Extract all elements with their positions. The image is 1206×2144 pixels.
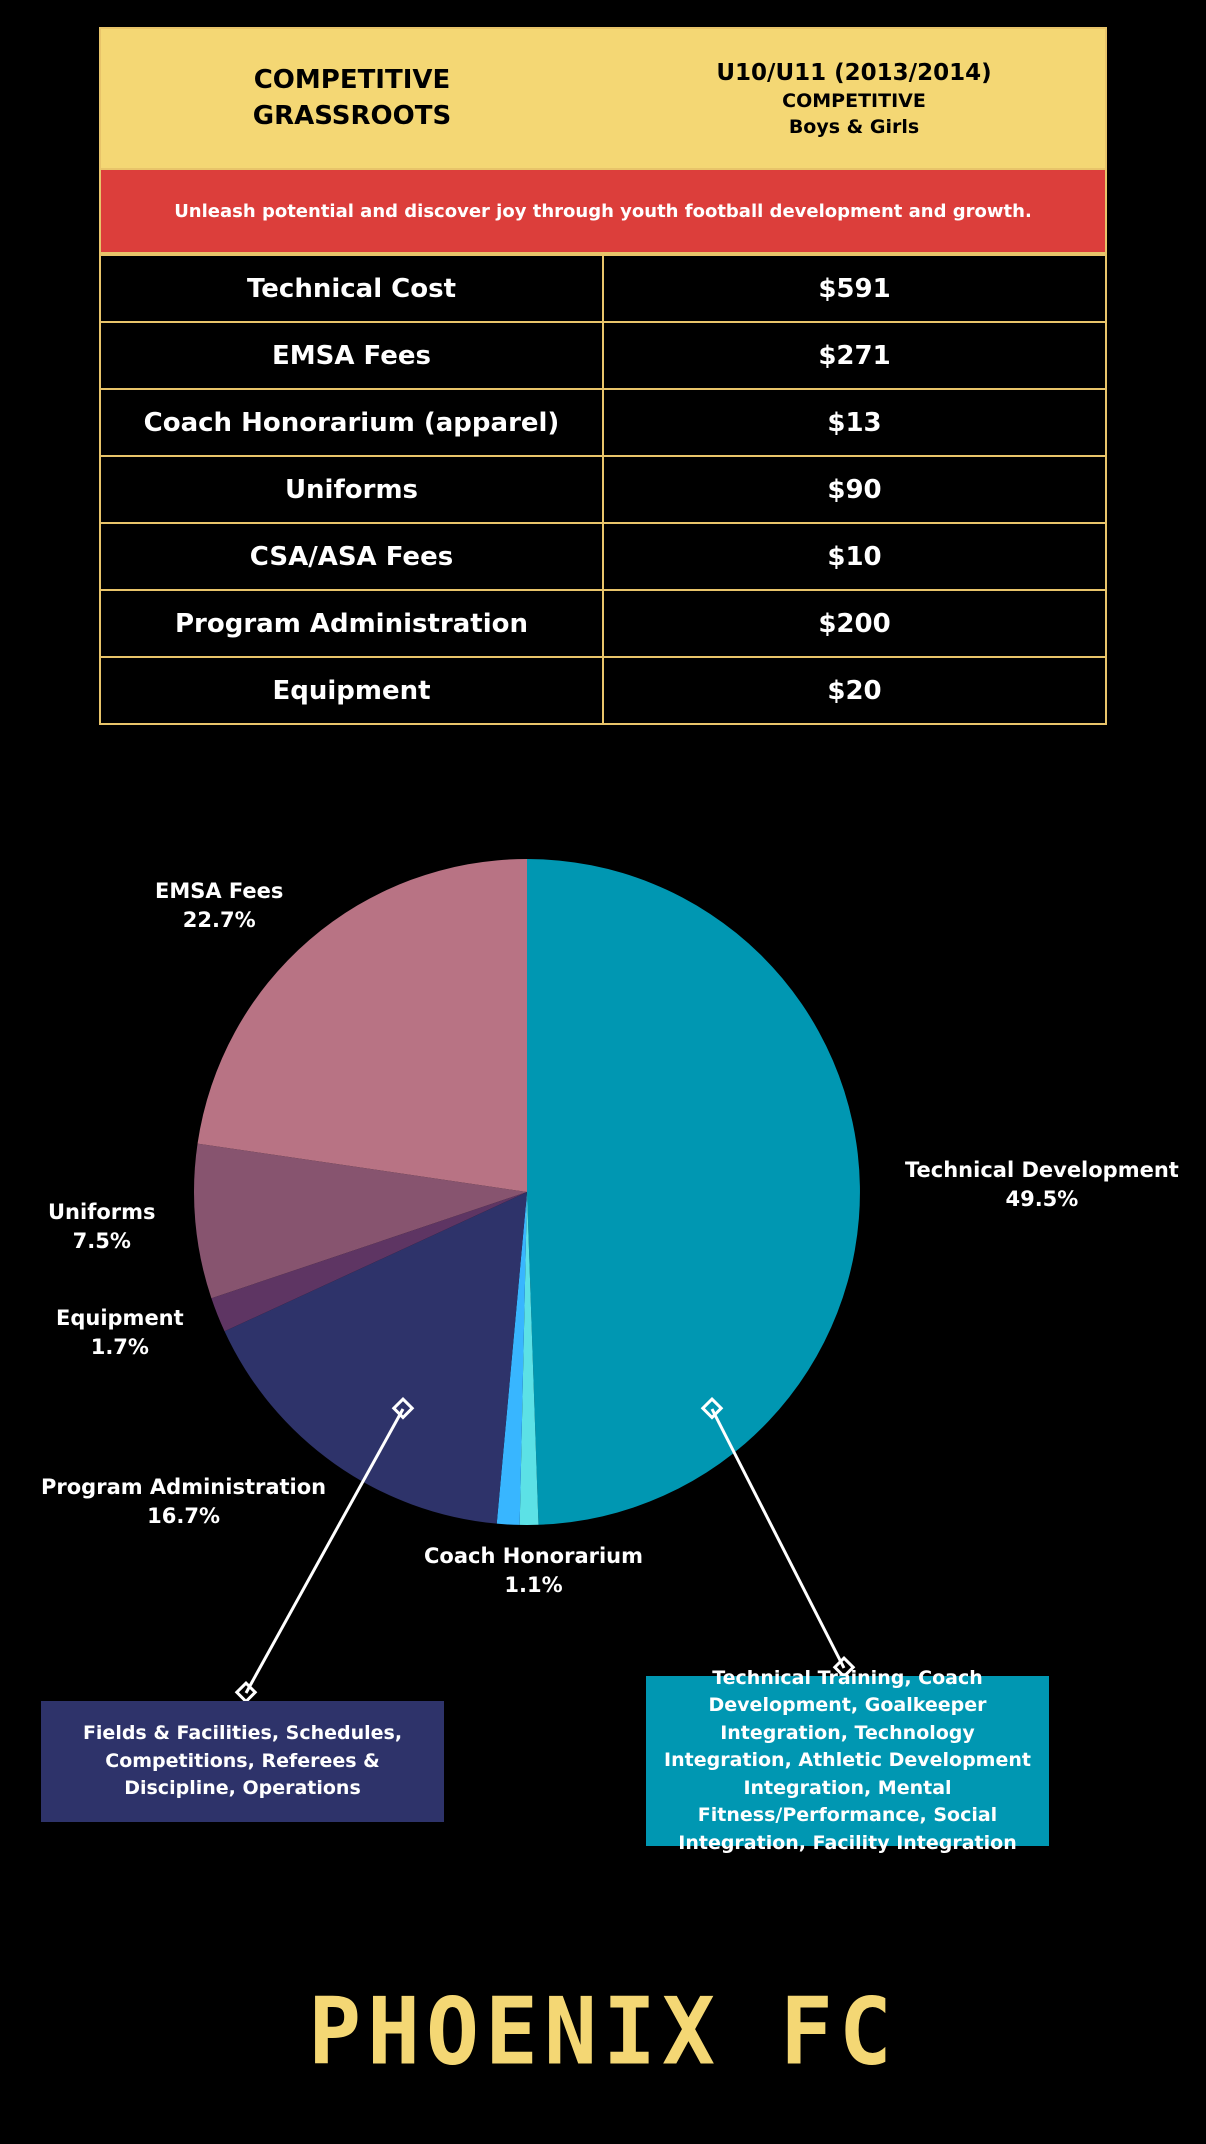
pie-slice-3 bbox=[224, 1192, 527, 1524]
table-row: Equipment $20 bbox=[99, 656, 1107, 725]
slice-name: Uniforms bbox=[48, 1200, 156, 1224]
program-title: COMPETITIVE GRASSROOTS bbox=[101, 63, 603, 133]
cost-value: $591 bbox=[602, 254, 1107, 323]
slice-pct: 22.7% bbox=[182, 908, 256, 933]
admin-connector-line bbox=[244, 1408, 405, 1694]
slice-name: Technical Development bbox=[905, 1158, 1179, 1182]
slice-pct: 16.7% bbox=[147, 1504, 220, 1529]
cost-value: $200 bbox=[602, 589, 1107, 658]
admin-callout-box: Fields & Facilities, Schedules, Competit… bbox=[41, 1701, 444, 1822]
cost-value: $20 bbox=[602, 656, 1107, 725]
tagline-banner: Unleash potential and discover joy throu… bbox=[99, 170, 1107, 254]
division-label: U10/U11 (2013/2014) bbox=[716, 59, 992, 86]
tech-connector-end-marker bbox=[832, 1655, 856, 1679]
phoenix-fc-logo: PHOENIX FC bbox=[308, 1977, 898, 2086]
pie-slice-1 bbox=[519, 1192, 539, 1525]
slice-label-technical: Technical Development 49.5% bbox=[905, 1156, 1179, 1215]
cost-card: COMPETITIVE GRASSROOTS U10/U11 (2013/201… bbox=[99, 27, 1107, 725]
table-row: Program Administration $200 bbox=[99, 589, 1107, 658]
cost-label: Coach Honorarium (apparel) bbox=[99, 388, 604, 457]
cost-table: Technical Cost $591 EMSA Fees $271 Coach H… bbox=[99, 254, 1107, 725]
cost-value: $10 bbox=[602, 522, 1107, 591]
slice-label-coach: Coach Honorarium 1.1% bbox=[424, 1542, 643, 1601]
gender-label: Boys & Girls bbox=[788, 115, 920, 138]
table-row: CSA/ASA Fees $10 bbox=[99, 522, 1107, 591]
cost-label: Technical Cost bbox=[99, 254, 604, 323]
slice-pct: 7.5% bbox=[72, 1229, 131, 1254]
cost-label: Equipment bbox=[99, 656, 604, 725]
table-row: Technical Cost $591 bbox=[99, 254, 1107, 323]
slice-label-equipment: Equipment 1.7% bbox=[56, 1304, 184, 1363]
slice-pct: 1.1% bbox=[504, 1573, 563, 1598]
table-row: Coach Honorarium (apparel) $13 bbox=[99, 388, 1107, 457]
pie-slice-4 bbox=[211, 1192, 527, 1332]
level-label: COMPETITIVE bbox=[782, 89, 926, 112]
cost-label: CSA/ASA Fees bbox=[99, 522, 604, 591]
admin-connector-end-marker bbox=[234, 1680, 258, 1704]
pie-slice-5 bbox=[193, 1143, 527, 1299]
slice-pct: 49.5% bbox=[1005, 1187, 1079, 1212]
slice-label-admin: Program Administration 16.7% bbox=[41, 1473, 326, 1532]
table-row: Uniforms $90 bbox=[99, 455, 1107, 524]
cost-value: $271 bbox=[602, 321, 1107, 390]
pie-slice-0 bbox=[527, 859, 860, 1525]
pie-slice-6 bbox=[197, 859, 528, 1192]
cost-label: Uniforms bbox=[99, 455, 604, 524]
tech-callout-box: Technical Training, Coach Development, G… bbox=[646, 1667, 1049, 1854]
cost-value: $90 bbox=[602, 455, 1107, 524]
cost-label: Program Administration bbox=[99, 589, 604, 658]
admin-connector-marker bbox=[391, 1396, 415, 1420]
slice-label-emsa: EMSA Fees 22.7% bbox=[155, 877, 283, 936]
pie-slice-2 bbox=[496, 1192, 527, 1525]
slice-pct: 1.7% bbox=[90, 1335, 149, 1360]
header: COMPETITIVE GRASSROOTS U10/U11 (2013/201… bbox=[99, 27, 1107, 170]
slice-name: Program Administration bbox=[41, 1475, 327, 1499]
tech-connector-marker bbox=[700, 1396, 724, 1420]
title-line2: GRASSROOTS bbox=[252, 100, 452, 131]
cost-value: $13 bbox=[602, 388, 1107, 457]
division-info: U10/U11 (2013/2014) COMPETITIVE Boys & G… bbox=[603, 60, 1105, 138]
tech-connector-line bbox=[710, 1408, 846, 1669]
cost-label: EMSA Fees bbox=[99, 321, 604, 390]
title-line1: COMPETITIVE bbox=[253, 65, 451, 96]
slice-name: Coach Honorarium bbox=[424, 1544, 644, 1568]
slice-name: EMSA Fees bbox=[155, 879, 284, 903]
slice-name: Equipment bbox=[56, 1306, 184, 1330]
table-row: EMSA Fees $271 bbox=[99, 321, 1107, 390]
slice-label-uniforms: Uniforms 7.5% bbox=[48, 1198, 156, 1257]
